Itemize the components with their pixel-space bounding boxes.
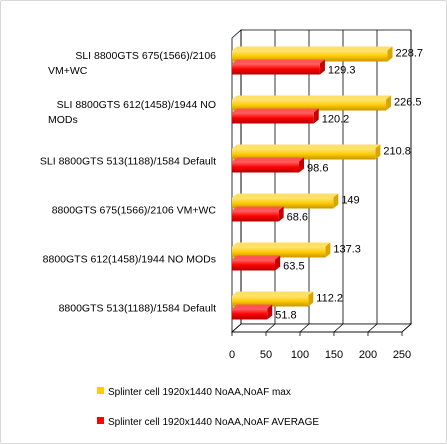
bar-avg-5-end xyxy=(267,304,273,320)
bar-max-2-end xyxy=(375,144,381,160)
bar-avg-1-end xyxy=(313,108,319,124)
floor-line-4 xyxy=(367,323,378,333)
value-label-avg-3: 68.6 xyxy=(287,212,308,224)
bar-max-4-end xyxy=(325,242,331,258)
side-wall xyxy=(231,29,242,333)
bar-avg-4 xyxy=(232,255,281,271)
bar-avg-1-top xyxy=(232,108,319,113)
bar-avg-1-front xyxy=(232,112,314,124)
bar-avg-4-end xyxy=(275,255,281,271)
category-label-1-0: SLI 8800GTS 612(1458)/1944 NO xyxy=(57,99,216,111)
legend-swatch-1 xyxy=(97,417,104,424)
bar-avg-0-top xyxy=(232,59,325,64)
x-tick-label-0: 0 xyxy=(229,349,235,361)
bar-max-2-top xyxy=(232,144,381,149)
bar-avg-5-top xyxy=(232,304,273,309)
bar-avg-2 xyxy=(232,157,305,173)
bar-max-0-end xyxy=(387,46,393,62)
legend: Splinter cell 1920x1440 NoAA,NoAF max Spl… xyxy=(97,387,319,428)
bar-avg-0-front xyxy=(232,63,320,75)
bar-max-1 xyxy=(232,95,392,111)
bar-max-3-top xyxy=(232,193,339,198)
category-label-0-1: VM+WC xyxy=(48,65,88,77)
bar-max-5-top xyxy=(232,291,314,296)
bar-max-4-front xyxy=(232,246,326,258)
bar-max-0-front xyxy=(232,50,388,62)
bar-avg-2-end xyxy=(299,157,305,173)
x-tick-label-1: 50 xyxy=(260,349,272,361)
category-label-3-0: 8800GTS 675(1566)/2106 VM+WC xyxy=(52,205,217,217)
value-label-avg-2: 98.6 xyxy=(307,163,328,175)
bar-avg-0 xyxy=(232,59,325,75)
value-label-max-3: 149 xyxy=(341,195,359,207)
bar-max-0 xyxy=(232,46,393,62)
legend-swatch-0 xyxy=(97,387,104,394)
floor-line-2 xyxy=(299,323,310,333)
floor-line-5 xyxy=(401,323,412,333)
bar-avg-3-top xyxy=(232,206,284,211)
bar-max-5-end xyxy=(308,291,314,307)
bar-max-1-front xyxy=(232,99,387,111)
legend-entry-1: Splinter cell 1920x1440 NoAA,NoAF AVERAG… xyxy=(108,417,319,428)
grid-layer xyxy=(230,29,413,336)
category-label-0-0: SLI 8800GTS 675(1566)/2106 xyxy=(75,50,216,62)
floor xyxy=(230,323,413,333)
bar-avg-0-end xyxy=(319,59,325,75)
bar-avg-2-front xyxy=(232,161,300,173)
category-label-4-0: 8800GTS 612(1458)/1944 NO MODs xyxy=(43,254,216,266)
floor-line-3 xyxy=(333,323,344,333)
bar-max-3 xyxy=(232,193,339,209)
x-tick-label-5: 250 xyxy=(393,349,411,361)
legend-entry-0: Splinter cell 1920x1440 NoAA,NoAF max xyxy=(108,387,291,398)
value-label-max-5: 112.2 xyxy=(316,293,343,305)
bar-avg-2-top xyxy=(232,157,305,162)
value-label-max-1: 226.5 xyxy=(394,97,422,109)
labels-layer: 0 50 100 150 200 250 228.7 129.3 SLI 8800GTS 675… xyxy=(40,48,423,362)
floor-line-1 xyxy=(265,323,276,333)
value-label-avg-5: 51.8 xyxy=(275,310,296,322)
bar-max-3-end xyxy=(333,193,339,209)
bar-max-2 xyxy=(232,144,381,160)
value-label-max-0: 228.7 xyxy=(396,48,424,60)
bar-avg-3-front xyxy=(232,210,279,222)
x-tick-label-4: 200 xyxy=(359,349,377,361)
value-label-max-4: 137.3 xyxy=(333,244,361,256)
bars-layer xyxy=(232,46,393,320)
bar-max-4 xyxy=(232,242,331,258)
bar-max-1-end xyxy=(386,95,392,111)
bar-avg-5-front xyxy=(232,308,268,320)
bar-avg-4-top xyxy=(232,255,281,260)
x-tick-label-2: 100 xyxy=(291,349,309,361)
value-label-max-2: 210.8 xyxy=(383,146,411,158)
bar-max-2-front xyxy=(232,148,376,160)
bar-avg-1 xyxy=(232,108,319,124)
bar-max-5-front xyxy=(232,295,309,307)
x-tick-label-3: 150 xyxy=(325,349,343,361)
value-label-avg-1: 120.2 xyxy=(322,114,350,126)
bar-max-0-top xyxy=(232,46,393,51)
bar-avg-3 xyxy=(232,206,284,222)
bar-max-4-top xyxy=(232,242,331,247)
value-label-avg-4: 63.5 xyxy=(283,261,304,273)
bar-avg-4-front xyxy=(232,259,276,271)
category-label-5-0: 8800GTS 513(1188)/1584 Default xyxy=(59,303,216,315)
bar-avg-5 xyxy=(232,304,273,320)
floor-line-0 xyxy=(231,323,242,333)
category-label-2-0: SLI 8800GTS 513(1188)/1584 Default xyxy=(40,156,216,168)
bar-max-1-top xyxy=(232,95,392,100)
value-label-avg-0: 129.3 xyxy=(328,65,356,77)
bar-avg-3-end xyxy=(278,206,284,222)
bar-max-3-front xyxy=(232,197,334,209)
bar-max-5 xyxy=(232,291,314,307)
category-label-1-1: MODs xyxy=(48,114,78,126)
